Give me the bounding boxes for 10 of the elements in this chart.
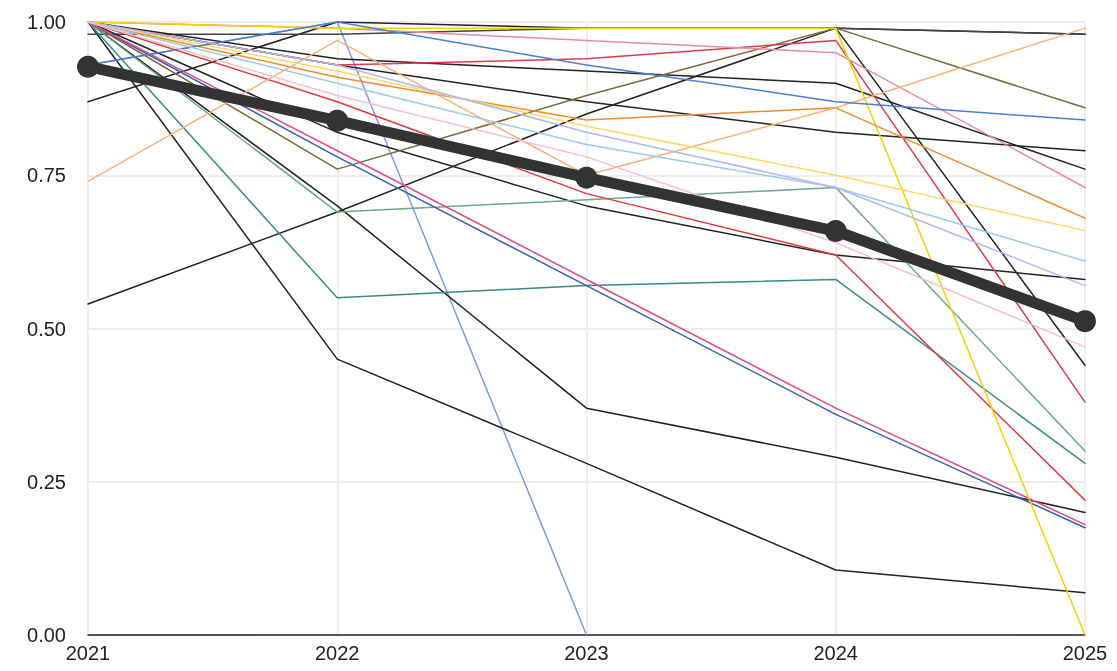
x-tick-label: 2022 — [315, 642, 360, 664]
y-tick-label: 0.25 — [27, 470, 66, 493]
x-tick-label: 2021 — [65, 642, 111, 664]
y-tick-label: 1.00 — [27, 11, 66, 33]
x-tick-label: 2025 — [1062, 642, 1108, 664]
x-tick-label: 2024 — [813, 642, 858, 664]
x-tick-label: 2023 — [564, 642, 609, 664]
y-tick-label: 0.50 — [27, 317, 66, 340]
y-tick-label: 0.75 — [27, 164, 66, 187]
y-tick-label: 0.00 — [27, 624, 66, 646]
